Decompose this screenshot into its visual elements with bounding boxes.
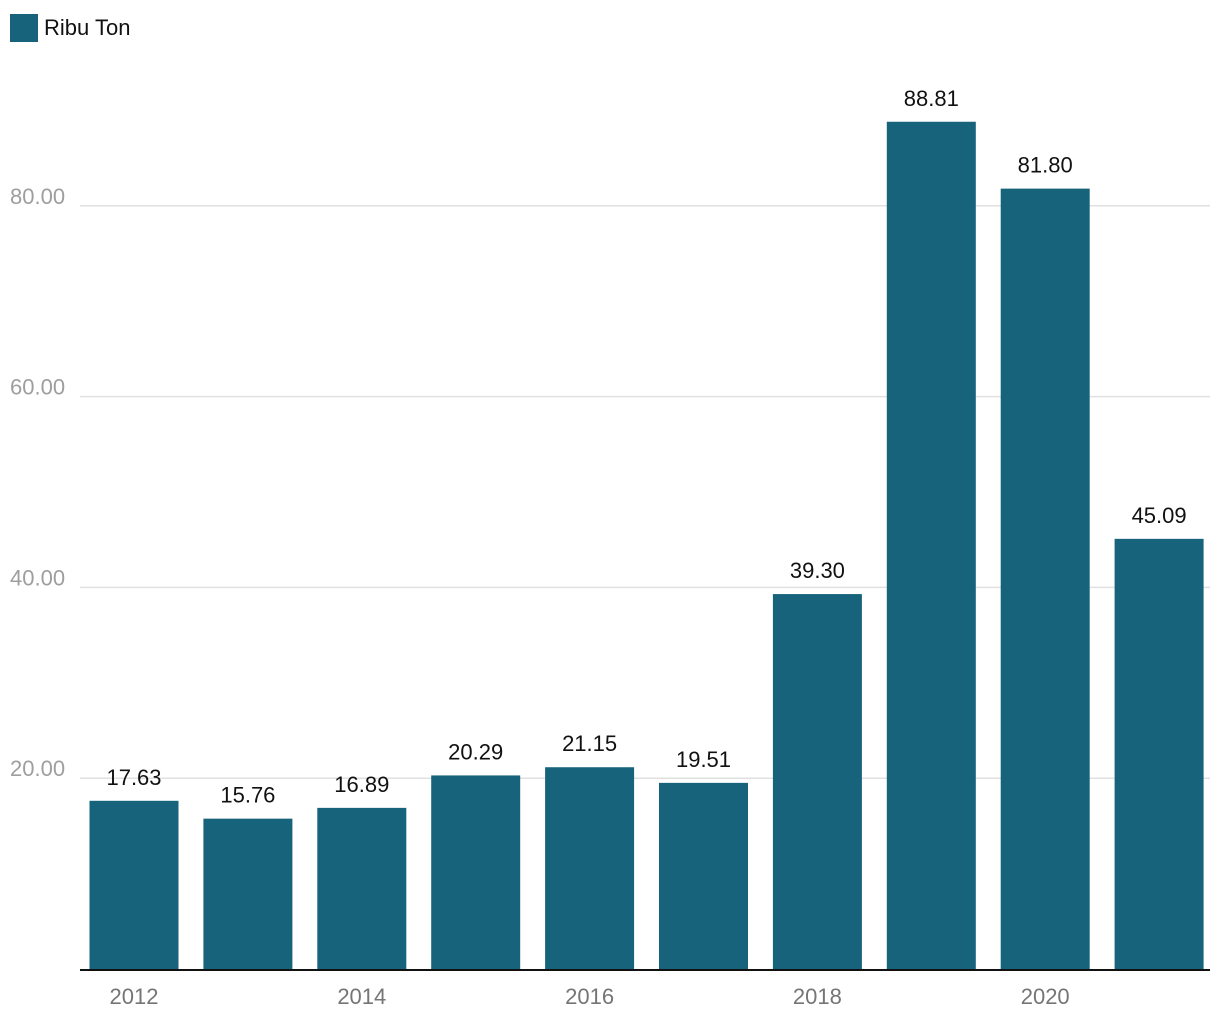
data-label-2015: 20.29 xyxy=(448,739,503,764)
y-axis-ticks: 20.00 40.00 60.00 80.00 xyxy=(10,184,65,781)
bar-2017 xyxy=(659,782,748,969)
bar-2012 xyxy=(89,800,179,969)
y-tick-label: 60.00 xyxy=(10,375,65,400)
legend: Ribu Ton xyxy=(10,13,130,43)
bar-2021 xyxy=(1114,538,1204,969)
bar-2014 xyxy=(317,807,407,969)
data-label-2016: 21.15 xyxy=(562,731,617,756)
y-tick-label: 20.00 xyxy=(10,756,65,781)
data-label-2018: 39.30 xyxy=(790,558,845,583)
y-tick-label: 40.00 xyxy=(10,565,65,590)
data-label-2021: 45.09 xyxy=(1132,503,1187,528)
bar-2019 xyxy=(886,121,976,969)
x-tick-label-2020: 2020 xyxy=(1021,984,1070,1009)
data-label-2013: 15.76 xyxy=(220,783,275,808)
bar-2015 xyxy=(431,775,521,969)
data-labels: 17.63 15.76 16.89 20.29 21.15 19.51 39.30 88.81… xyxy=(106,86,1186,808)
x-tick-label-2014: 2014 xyxy=(337,984,386,1009)
bar-2013 xyxy=(203,818,293,969)
bar-2020 xyxy=(1000,188,1090,970)
bar-2016 xyxy=(545,767,635,969)
y-tick-label: 80.00 xyxy=(10,184,65,209)
data-label-2014: 16.89 xyxy=(334,772,389,797)
x-axis-ticks: 2012 2014 2016 2018 2020 xyxy=(110,984,1070,1009)
x-tick-label-2012: 2012 xyxy=(110,984,159,1009)
bar-2018 xyxy=(772,594,862,969)
legend-label: Ribu Ton xyxy=(44,15,131,40)
x-tick-label-2018: 2018 xyxy=(793,984,842,1009)
data-label-2017: 19.51 xyxy=(676,747,731,772)
data-label-2020: 81.80 xyxy=(1018,153,1073,178)
x-tick-label-2016: 2016 xyxy=(565,984,614,1009)
legend-swatch xyxy=(10,14,38,42)
data-label-2019: 88.81 xyxy=(904,86,959,111)
bars xyxy=(89,121,1204,970)
data-label-2012: 17.63 xyxy=(106,765,161,790)
